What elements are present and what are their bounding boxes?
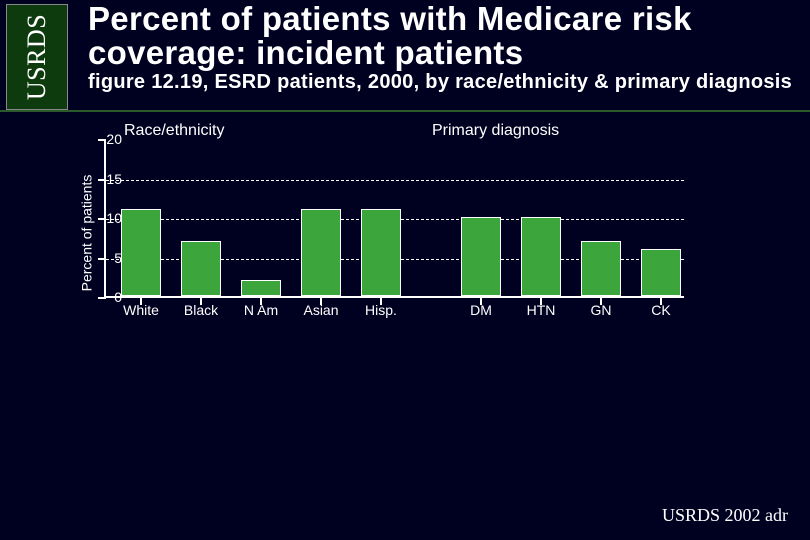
usrds-badge-label: USRDS <box>22 14 52 100</box>
header: USRDS Percent of patients with Medicare … <box>0 0 810 112</box>
y-tick-label: 20 <box>92 131 122 147</box>
y-tick-label: 10 <box>92 210 122 226</box>
section-title: Primary diagnosis <box>432 122 559 140</box>
section-title: Race/ethnicity <box>124 122 225 140</box>
x-tick-label: Hisp. <box>365 302 397 318</box>
chart: Percent of patients 05101520Race/ethnici… <box>80 128 700 338</box>
bar <box>121 209 161 296</box>
x-tick-label: HTN <box>527 302 556 318</box>
bar <box>361 209 401 296</box>
bar <box>301 209 341 296</box>
page-title: Percent of patients with Medicare risk c… <box>88 2 810 69</box>
x-tick-label: CK <box>651 302 670 318</box>
x-tick-label: White <box>123 302 159 318</box>
usrds-badge: USRDS <box>6 4 68 110</box>
bar <box>641 249 681 296</box>
page-subtitle: figure 12.19, ESRD patients, 2000, by ra… <box>88 71 810 94</box>
bar <box>521 217 561 296</box>
title-line1: Percent of patients with Medicare risk <box>88 0 692 37</box>
gridline <box>106 180 684 181</box>
footer-credit: USRDS 2002 adr <box>662 505 788 526</box>
y-tick-label: 0 <box>92 289 122 305</box>
bar <box>241 280 281 296</box>
bar <box>581 241 621 296</box>
bar <box>181 241 221 296</box>
x-tick-label: N Am <box>244 302 278 318</box>
plot-area: 05101520Race/ethnicityPrimary diagnosisW… <box>104 140 684 298</box>
title-block: Percent of patients with Medicare risk c… <box>68 0 810 110</box>
bar <box>461 217 501 296</box>
x-tick-label: GN <box>591 302 612 318</box>
y-tick-label: 5 <box>92 250 122 266</box>
title-line2: coverage: incident patients <box>88 34 523 71</box>
x-tick-label: Black <box>184 302 218 318</box>
x-tick-label: Asian <box>303 302 338 318</box>
x-tick-label: DM <box>470 302 492 318</box>
y-tick-label: 15 <box>92 171 122 187</box>
y-axis-label: Percent of patients <box>78 175 94 292</box>
